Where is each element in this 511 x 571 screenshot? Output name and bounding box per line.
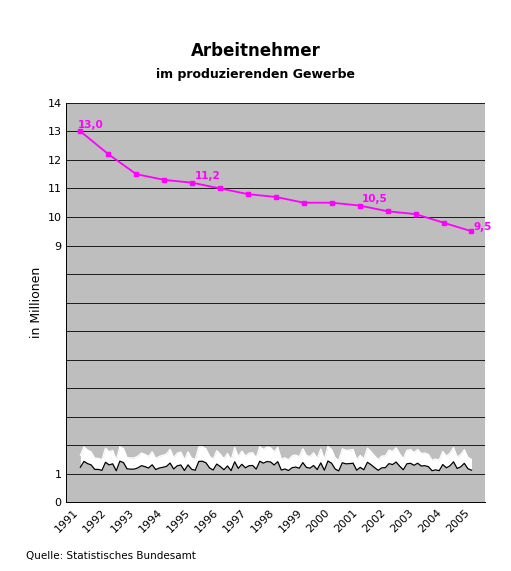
Text: 13,0: 13,0 — [78, 119, 103, 130]
Text: im produzierenden Gewerbe: im produzierenden Gewerbe — [156, 68, 355, 81]
Text: 9,5: 9,5 — [474, 222, 492, 232]
Text: 11,2: 11,2 — [194, 171, 220, 181]
Text: 10,5: 10,5 — [362, 194, 388, 204]
Y-axis label: in Millionen: in Millionen — [30, 267, 43, 338]
Text: Arbeitnehmer: Arbeitnehmer — [191, 42, 320, 60]
Text: Quelle: Statistisches Bundesamt: Quelle: Statistisches Bundesamt — [26, 550, 195, 561]
